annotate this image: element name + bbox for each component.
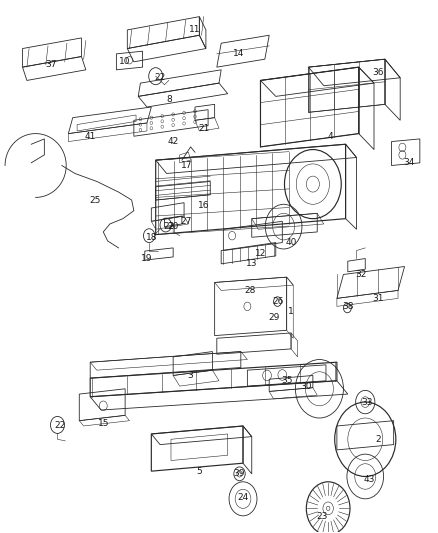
Text: 13: 13	[246, 260, 258, 268]
Text: 42: 42	[167, 137, 179, 146]
Text: 5: 5	[197, 467, 202, 475]
Text: 36: 36	[373, 68, 384, 77]
Text: 22: 22	[155, 73, 166, 82]
Text: 34: 34	[403, 158, 415, 167]
Text: 2: 2	[375, 435, 381, 444]
Text: 18: 18	[145, 233, 157, 242]
Text: 20: 20	[167, 222, 179, 231]
Text: 35: 35	[281, 376, 293, 385]
Text: 26: 26	[272, 296, 284, 305]
Text: 14: 14	[233, 50, 244, 58]
Text: 1: 1	[288, 307, 294, 316]
Text: 38: 38	[342, 302, 353, 311]
Text: 39: 39	[233, 470, 244, 478]
Text: 43: 43	[364, 475, 375, 483]
Text: 15: 15	[98, 419, 109, 428]
Text: 37: 37	[45, 60, 57, 69]
Text: 19: 19	[141, 254, 153, 263]
Text: 22: 22	[54, 422, 65, 431]
Text: 25: 25	[89, 196, 100, 205]
Text: 10: 10	[120, 58, 131, 66]
Text: 22: 22	[163, 222, 174, 231]
Text: 30: 30	[300, 382, 312, 391]
Text: 29: 29	[268, 312, 279, 321]
Text: 8: 8	[166, 94, 172, 103]
Text: 41: 41	[85, 132, 96, 141]
Text: 3: 3	[188, 371, 194, 380]
Text: 40: 40	[285, 238, 297, 247]
Text: 24: 24	[237, 493, 249, 502]
Text: 32: 32	[355, 270, 367, 279]
Text: 16: 16	[198, 201, 209, 210]
Text: 11: 11	[189, 26, 201, 35]
Text: 12: 12	[255, 249, 266, 258]
Text: 33: 33	[362, 398, 373, 407]
Text: 4: 4	[328, 132, 333, 141]
Text: 31: 31	[373, 294, 384, 303]
Text: 27: 27	[180, 217, 192, 226]
Text: 23: 23	[316, 512, 327, 521]
Text: 21: 21	[198, 124, 209, 133]
Text: 28: 28	[244, 286, 255, 295]
Text: 17: 17	[180, 161, 192, 170]
